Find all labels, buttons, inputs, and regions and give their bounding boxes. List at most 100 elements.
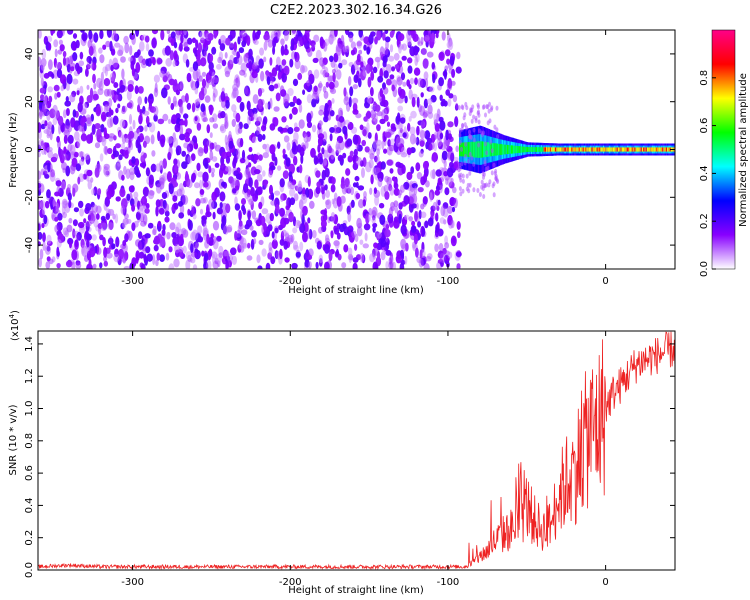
spectrogram-cell [159, 237, 166, 248]
spectrogram-cell [112, 115, 119, 125]
spectrogram-cell [253, 169, 261, 175]
spectrogram-cell [468, 129, 471, 135]
spectrogram-cell [88, 213, 96, 224]
spectrogram-cell [488, 118, 492, 124]
signal-cell [504, 144, 507, 155]
spectrogram-cell [353, 74, 359, 83]
signal-cell [658, 147, 661, 152]
spectrogram-cell [461, 178, 465, 184]
spectrogram-cell [234, 196, 238, 206]
spectrogram-cell [268, 84, 275, 92]
spectrogram-cell [179, 80, 184, 91]
spectrogram-cell [95, 213, 100, 220]
exponent-power: 4 [8, 313, 16, 318]
spectrogram-cell [275, 204, 280, 215]
spectrogram-cell [131, 204, 136, 212]
spectrogram-cell [177, 201, 184, 207]
spectrogram-cell [112, 30, 117, 36]
spectrogram-cell [248, 48, 253, 58]
spectrogram-cell [72, 109, 77, 118]
spectrogram-cell [209, 117, 215, 123]
spectrogram-cell [69, 241, 72, 249]
signal-cell [532, 147, 535, 152]
spectrogram-cell [464, 101, 468, 107]
x-tick-label: -100 [437, 577, 460, 588]
spectrogram-cell [188, 220, 193, 231]
spectrogram-cell [115, 143, 121, 149]
spectrogram-cell [380, 251, 386, 261]
spectrogram-cell [104, 66, 108, 77]
spectrogram-cell [299, 223, 306, 234]
exponent-base: (x10 [10, 318, 21, 341]
spectrogram-cell [225, 260, 229, 269]
spectrogram-cell [263, 41, 268, 51]
spectrogram-cell [107, 112, 111, 118]
spectrogram-cell [295, 251, 301, 258]
spectrogram-cell [232, 49, 237, 57]
spectrogram-cell [77, 138, 81, 149]
spectrogram-cell [454, 116, 459, 128]
spectrogram-cell [80, 133, 87, 142]
spectrogram-cell [204, 252, 209, 262]
signal-cell [506, 144, 509, 155]
spectrogram-cell [484, 166, 488, 172]
spectrogram-cell [112, 150, 120, 158]
spectrogram-cell [291, 262, 298, 269]
spectrogram-cell [402, 132, 407, 138]
spectrogram-cell [423, 71, 429, 81]
spectrogram-cell [323, 90, 329, 99]
signal-cell [653, 147, 656, 152]
signal-cell [467, 142, 470, 157]
spectrogram-cell [376, 59, 380, 69]
spectrogram-cell [435, 224, 439, 234]
spectrogram-cell [119, 119, 126, 128]
spectrogram-cell [466, 158, 470, 164]
spectrogram-cell [294, 59, 301, 70]
spectrogram-cell [376, 124, 381, 132]
spectrogram-cell [352, 109, 359, 115]
spectrogram-cell [168, 145, 173, 157]
spectrogram-cell [424, 34, 430, 42]
spectrogram-cell [302, 34, 308, 45]
spectrogram-cell [108, 98, 113, 108]
spectrogram-cell [284, 257, 290, 263]
spectrogram-cell [94, 123, 101, 130]
spectrogram-cell [196, 49, 201, 57]
spectrogram-cell [39, 87, 46, 94]
spectrogram-cell [261, 248, 267, 257]
spectrogram-cell [99, 153, 104, 162]
spectrogram-cell [56, 30, 63, 39]
spectrogram-cell [347, 155, 353, 163]
spectrogram-cell [108, 135, 114, 142]
spectrogram-cell [139, 41, 145, 52]
spectrogram-cell [136, 172, 141, 178]
spectrogram-cell [433, 152, 437, 164]
spectrogram-cell [325, 81, 330, 88]
spectrogram-cell [410, 225, 417, 233]
spectrogram-cell [228, 130, 232, 142]
spectrogram-cell [472, 114, 476, 120]
spectrogram-cell [224, 165, 232, 172]
spectrogram-cell [487, 108, 491, 114]
spectrogram-cell [472, 137, 476, 143]
spectrogram-cell [281, 229, 287, 237]
spectrogram-cell [151, 150, 156, 157]
spectrogram-cell [330, 230, 334, 239]
signal-cell [562, 147, 565, 152]
spectrogram-cell [324, 184, 328, 191]
spectrogram-cell [136, 136, 141, 147]
spectrogram-cell [38, 139, 45, 149]
spectrogram-cell [75, 163, 82, 172]
spectrogram-cell [85, 114, 91, 121]
colorbar-tick-label: 0.2 [699, 213, 710, 229]
spectrogram-cell [251, 136, 257, 144]
spectrogram-cell [366, 46, 371, 55]
spectrogram-cell [211, 46, 217, 55]
spectrogram-cell [281, 116, 287, 123]
spectrogram-cell [148, 49, 154, 57]
spectrogram-cell [388, 55, 395, 62]
spectrogram-cell [269, 123, 276, 131]
spectrogram-cell [185, 259, 191, 269]
spectrogram-cell [284, 44, 288, 51]
spectrogram-cell [258, 58, 264, 69]
